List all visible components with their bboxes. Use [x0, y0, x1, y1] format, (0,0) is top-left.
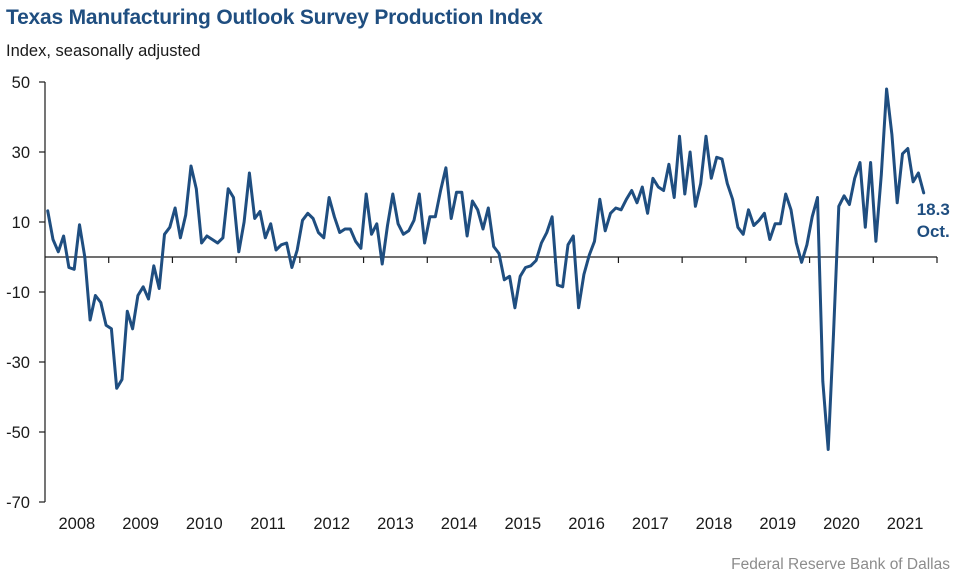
x-tick-label: 2020	[823, 515, 860, 533]
last-value-label: 18.3	[917, 200, 950, 219]
y-tick-label: -30	[6, 354, 30, 372]
x-tick-label: 2009	[122, 515, 159, 533]
y-tick-label: -10	[6, 284, 30, 302]
y-tick-label: 30	[12, 144, 30, 162]
y-tick-label: 50	[12, 74, 30, 92]
source-credit: Federal Reserve Bank of Dallas	[731, 556, 950, 573]
x-tick-label: 2015	[504, 515, 541, 533]
x-tick-label: 2016	[568, 515, 605, 533]
x-tick-label: 2021	[887, 515, 924, 533]
x-tick-label: 2019	[759, 515, 796, 533]
x-tick-label: 2013	[377, 515, 414, 533]
series-line	[46, 87, 926, 451]
x-tick-label: 2011	[250, 515, 285, 533]
x-tick-label: 2010	[186, 515, 223, 533]
y-tick-label: 10	[12, 214, 30, 232]
chart-subtitle: Index, seasonally adjusted	[6, 42, 201, 60]
y-tick-label: -70	[6, 494, 30, 512]
series-layer	[46, 87, 926, 451]
last-month-label: Oct.	[917, 222, 950, 241]
x-tick-label: 2008	[58, 515, 95, 533]
x-tick-label: 2017	[632, 515, 669, 533]
annotation: 18.3 Oct.	[917, 200, 950, 241]
chart-title: Texas Manufacturing Outlook Survey Produ…	[6, 6, 543, 29]
x-axis: 2008 2009 2010 2011 2012 2013 2014 2015 2016 2017…	[45, 256, 938, 533]
x-tick-label: 2018	[696, 515, 733, 533]
x-tick-label: 2012	[313, 515, 350, 533]
x-tick-label: 2014	[441, 515, 478, 533]
y-axis: 50 30 10 -10 -30 -50 -70	[6, 74, 46, 512]
y-tick-label: -50	[6, 424, 30, 442]
